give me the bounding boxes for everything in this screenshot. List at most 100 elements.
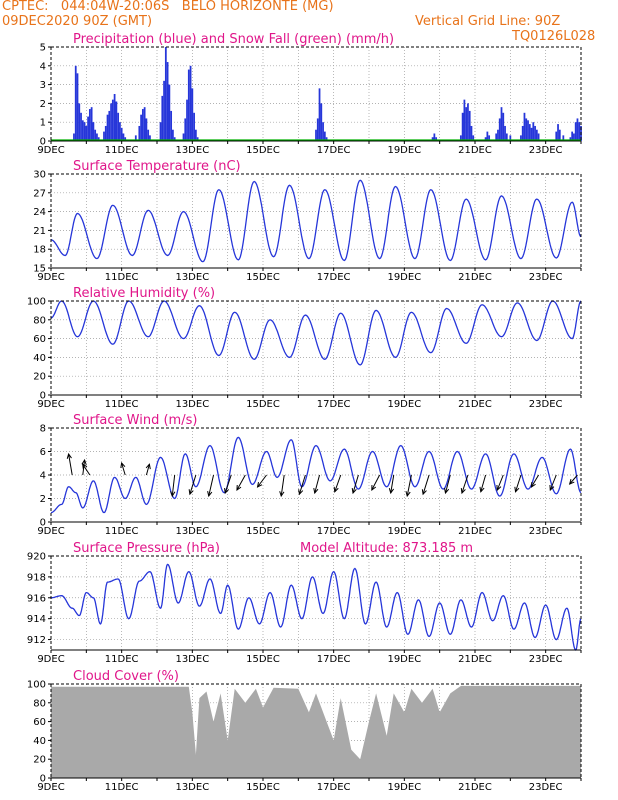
wind-vector: [82, 463, 91, 476]
y-tick-label: 0: [40, 137, 46, 148]
precip-bar: [196, 137, 199, 141]
precip-bar: [120, 127, 123, 141]
y-tick-label: 0: [40, 518, 46, 529]
y-tick-label: 4: [40, 471, 46, 482]
wind-vector: [569, 474, 578, 485]
precip-bar: [573, 133, 575, 141]
wind-vector: [549, 474, 557, 491]
x-tick-label: 11DEC: [105, 782, 139, 793]
wind-vector: [145, 464, 150, 476]
y-tick-label: 100: [27, 297, 46, 308]
precip-bar: [576, 118, 579, 141]
wind-vector: [406, 474, 412, 497]
precip-bar: [145, 118, 148, 141]
wind-vector-head: [279, 491, 285, 498]
precip-bar: [505, 133, 508, 141]
panel-frame: [50, 555, 582, 651]
wind-vector: [461, 474, 469, 494]
precip-bar: [83, 122, 86, 141]
y-tick-label: 80: [33, 315, 46, 326]
panel-4: [48, 427, 582, 525]
y-tick-label: 60: [33, 717, 46, 728]
precip-bar: [555, 131, 558, 141]
x-tick-label: 15DEC: [246, 654, 280, 665]
y-tick-label: 4: [40, 61, 46, 72]
panel-3: [48, 300, 582, 398]
wind-vector-head: [82, 463, 88, 470]
precip-bar: [498, 118, 501, 141]
precip-bar: [463, 99, 466, 141]
x-tick-label: 19DEC: [387, 526, 421, 537]
precip-bar: [574, 122, 577, 141]
precip-bar: [534, 125, 536, 141]
precip-bar: [495, 133, 498, 141]
precip-bar: [461, 112, 464, 141]
panel-title: Precipitation (blue) and Snow Fall (gree…: [73, 32, 394, 47]
wind-vector: [422, 474, 430, 495]
precip-bar: [141, 109, 144, 141]
x-tick-label: 13DEC: [175, 654, 209, 665]
wind-vector-head: [479, 486, 485, 493]
x-tick-label: 9DEC: [37, 145, 64, 156]
precip-bar: [170, 110, 173, 141]
precip-bar: [117, 112, 120, 141]
precip-bar: [520, 135, 522, 141]
wind-vector: [352, 474, 359, 494]
precip-bar: [521, 125, 524, 141]
y-tick-label: 916: [27, 593, 46, 604]
precip-bar: [78, 103, 81, 141]
wind-vector: [257, 474, 267, 488]
wind-vector: [280, 474, 285, 497]
precip-bar: [562, 135, 565, 141]
precip-bar: [528, 124, 531, 141]
wind-vector-head: [568, 479, 575, 485]
precip-bar: [322, 122, 324, 141]
y-tick-label: 914: [27, 614, 46, 625]
panel-frame: [50, 173, 582, 269]
precip-bar: [320, 103, 323, 141]
precip-bar: [106, 114, 109, 141]
series-line: [50, 300, 582, 366]
precip-bar: [94, 129, 97, 141]
precip-bar: [96, 133, 98, 141]
y-tick-label: 20: [33, 755, 46, 766]
precip-bar: [486, 131, 489, 141]
x-tick-label: 11DEC: [105, 145, 139, 156]
wind-vector: [530, 474, 540, 488]
precip-bar: [468, 110, 471, 141]
precip-bar: [467, 103, 469, 141]
wind-vector-head: [371, 484, 377, 492]
precip-bar: [90, 107, 93, 141]
precip-bar: [104, 125, 107, 141]
wind-vector: [480, 474, 487, 492]
precip-bar: [435, 137, 438, 141]
x-tick-label: 15DEC: [246, 526, 280, 537]
wind-vector: [82, 459, 86, 476]
panel-subtitle: Model Altitude: 873.185 m: [300, 541, 473, 556]
precip-bar: [488, 135, 491, 141]
x-tick-label: 19DEC: [387, 654, 421, 665]
x-tick-label: 9DEC: [37, 654, 64, 665]
y-tick-label: 918: [27, 572, 46, 583]
precip-bar: [166, 62, 169, 141]
y-tick-label: 20: [33, 372, 46, 383]
y-tick-label: 40: [33, 353, 46, 364]
precip-bar: [138, 125, 141, 141]
wind-vector: [236, 474, 246, 491]
x-tick-label: 15DEC: [246, 782, 280, 793]
x-tick-label: 17DEC: [317, 272, 351, 283]
panel-title: Relative Humidity (%): [73, 286, 215, 301]
wind-vector: [314, 474, 321, 494]
precip-bar: [173, 137, 176, 141]
precip-bar: [527, 120, 529, 141]
x-tick-label: 21DEC: [458, 272, 492, 283]
x-tick-label: 9DEC: [37, 272, 64, 283]
precip-bar: [81, 120, 84, 141]
series-line: [50, 179, 582, 263]
x-tick-label: 13DEC: [175, 145, 209, 156]
precip-bar: [504, 125, 506, 141]
wind-vector: [68, 453, 73, 476]
precip-bar: [97, 137, 100, 141]
x-tick-label: 15DEC: [246, 399, 280, 410]
